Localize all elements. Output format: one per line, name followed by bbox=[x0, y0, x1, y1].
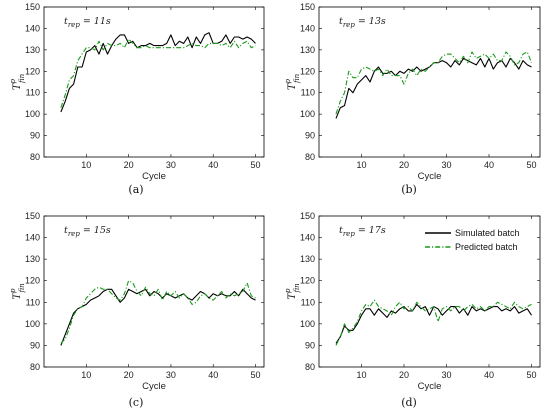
y-tick-label: 140 bbox=[25, 23, 40, 33]
y-tick-label: 80 bbox=[305, 362, 315, 372]
y-tick-label: 130 bbox=[300, 254, 315, 264]
x-tick-label: 40 bbox=[208, 370, 218, 380]
y-tick-label: 100 bbox=[300, 109, 315, 119]
y-tick-label: 130 bbox=[300, 45, 315, 55]
y-tick-label: 80 bbox=[30, 362, 40, 372]
series-line-predicted bbox=[335, 51, 533, 115]
series-line-predicted bbox=[335, 299, 532, 346]
y-tick-label: 80 bbox=[30, 152, 40, 162]
series-line-simulated bbox=[335, 303, 532, 344]
y-tick-label: 130 bbox=[25, 45, 40, 55]
y-tick-label: 150 bbox=[25, 2, 40, 12]
y-tick-label: 150 bbox=[25, 211, 40, 221]
x-tick-label: 40 bbox=[484, 370, 494, 380]
panel-label: (d) bbox=[401, 396, 417, 409]
y-tick-label: 100 bbox=[25, 319, 40, 329]
chart-panel-4: 80 90 100 110 120 130 140 150 10 20 30 40 50 Cycle Tpf… bbox=[284, 211, 541, 409]
legend: Simulated batch Predicted batch bbox=[425, 228, 520, 252]
y-tick-label: 120 bbox=[25, 66, 40, 76]
panel-label: (a) bbox=[128, 183, 143, 196]
chart-panel-1: 80 90 100 110 120 130 140 150 10 20 30 40 50 Cycle Tpf… bbox=[9, 2, 265, 196]
x-tick-label: 10 bbox=[356, 370, 366, 380]
x-tick-label: 40 bbox=[484, 160, 494, 170]
x-tick-label: 50 bbox=[526, 160, 536, 170]
x-tick-label: 20 bbox=[124, 160, 134, 170]
x-tick-label: 30 bbox=[441, 370, 451, 380]
y-tick-label: 150 bbox=[300, 2, 315, 12]
legend-entry-simulated: Simulated batch bbox=[455, 228, 520, 238]
y-tick-label: 110 bbox=[26, 88, 40, 98]
plot-frame bbox=[43, 215, 265, 368]
x-tick-label: 10 bbox=[81, 160, 91, 170]
series-line-simulated bbox=[335, 57, 532, 119]
x-tick-label: 50 bbox=[251, 370, 261, 380]
y-tick-label: 90 bbox=[305, 340, 315, 350]
legend-entry-predicted: Predicted batch bbox=[455, 242, 518, 252]
chart-panel-2: 80 90 100 110 120 130 140 150 10 20 30 40 50 Cycle Tpf… bbox=[284, 2, 541, 196]
annotation-trep: trep = 11s bbox=[64, 16, 111, 29]
y-tick-label: 110 bbox=[301, 297, 315, 307]
y-tick-label: 110 bbox=[301, 88, 315, 98]
y-tick-label: 120 bbox=[300, 66, 315, 76]
annotation-trep: trep = 15s bbox=[64, 225, 111, 238]
x-tick-label: 40 bbox=[208, 160, 218, 170]
y-tick-label: 110 bbox=[26, 297, 40, 307]
y-tick-label: 100 bbox=[25, 109, 40, 119]
series-line-simulated bbox=[60, 288, 256, 346]
panel-label: (c) bbox=[129, 396, 144, 409]
y-tick-label: 100 bbox=[300, 319, 315, 329]
plot-frame bbox=[43, 6, 265, 158]
x-tick-label: 30 bbox=[441, 160, 451, 170]
x-axis-label: Cycle bbox=[418, 381, 442, 392]
y-axis-label: Tpfin bbox=[9, 73, 26, 90]
x-tick-label: 50 bbox=[526, 370, 536, 380]
y-tick-label: 150 bbox=[300, 211, 315, 221]
series-line-predicted bbox=[60, 38, 256, 108]
x-axis-label: Cycle bbox=[142, 171, 166, 182]
y-tick-label: 140 bbox=[300, 233, 315, 243]
y-tick-label: 90 bbox=[305, 131, 315, 141]
y-axis-label: Tpfin bbox=[284, 73, 301, 90]
x-axis-label: Cycle bbox=[418, 171, 442, 182]
plot-frame bbox=[318, 6, 541, 158]
series-line-predicted bbox=[60, 280, 256, 344]
x-tick-label: 10 bbox=[356, 160, 366, 170]
x-tick-label: 30 bbox=[166, 370, 176, 380]
x-axis-label: Cycle bbox=[142, 381, 166, 392]
y-tick-label: 120 bbox=[300, 276, 315, 286]
y-axis-label: Tpfin bbox=[284, 283, 301, 300]
annotation-trep: trep = 13s bbox=[339, 16, 386, 29]
y-tick-label: 120 bbox=[25, 276, 40, 286]
x-tick-label: 50 bbox=[251, 160, 261, 170]
annotation-trep: trep = 17s bbox=[339, 225, 386, 238]
x-tick-label: 20 bbox=[399, 160, 409, 170]
x-tick-label: 20 bbox=[399, 370, 409, 380]
y-tick-label: 140 bbox=[300, 23, 315, 33]
y-tick-label: 130 bbox=[25, 254, 40, 264]
y-tick-label: 140 bbox=[25, 233, 40, 243]
plot-frame bbox=[318, 215, 541, 368]
x-tick-label: 30 bbox=[166, 160, 176, 170]
y-tick-label: 90 bbox=[30, 340, 40, 350]
y-tick-label: 80 bbox=[305, 152, 315, 162]
x-tick-label: 10 bbox=[81, 370, 91, 380]
x-tick-label: 20 bbox=[124, 370, 134, 380]
chart-panel-3: 80 90 100 110 120 130 140 150 10 20 30 40 50 Cycle Tpf… bbox=[9, 211, 265, 409]
y-tick-label: 90 bbox=[30, 131, 40, 141]
series-line-simulated bbox=[60, 32, 256, 113]
panel-label: (b) bbox=[401, 183, 417, 196]
y-axis-label: Tpfin bbox=[9, 283, 26, 300]
